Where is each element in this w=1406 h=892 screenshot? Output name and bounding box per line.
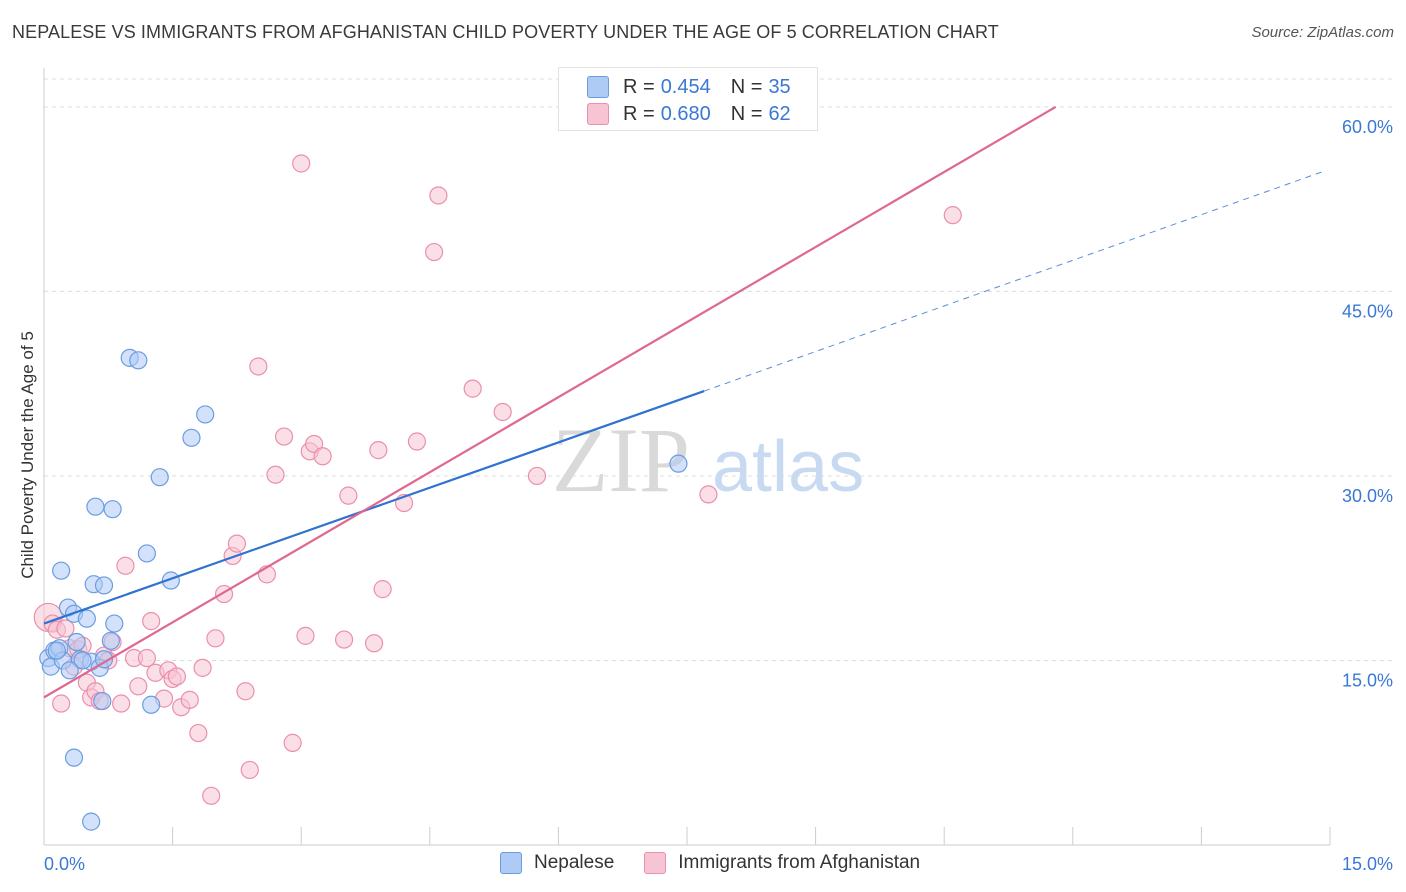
legend-r-label: R = bbox=[623, 75, 655, 98]
y-tick-label: 15.0% bbox=[1342, 670, 1393, 690]
afghan-point bbox=[236, 682, 255, 701]
nepalese-point bbox=[103, 500, 122, 519]
axes bbox=[43, 68, 1331, 846]
legend-r-label: R = bbox=[623, 102, 655, 125]
y-tick-label: 30.0% bbox=[1342, 486, 1393, 506]
afghan-point bbox=[129, 677, 148, 696]
afghan-point bbox=[369, 441, 388, 460]
nepalese-point bbox=[52, 561, 71, 580]
trend-lines bbox=[43, 105, 1322, 699]
afghan-point bbox=[202, 786, 221, 805]
afghan-point bbox=[304, 434, 324, 454]
x-tick-label-left: 0.0% bbox=[44, 854, 85, 874]
afghan-point bbox=[373, 580, 392, 599]
nepalese-point bbox=[129, 351, 148, 370]
afghan-point bbox=[527, 466, 547, 486]
afghan-point bbox=[407, 432, 427, 451]
legend-r-value: 0.454 bbox=[660, 75, 711, 98]
nepalese-point bbox=[150, 468, 169, 487]
afghan-point bbox=[313, 447, 332, 466]
afghan-point bbox=[364, 634, 384, 653]
legend-swatch-nepalese bbox=[587, 76, 609, 98]
afghan-point bbox=[189, 723, 208, 743]
series-legend-nepalese[interactable]: Nepalese bbox=[500, 852, 614, 874]
nepalese-trend-extension bbox=[703, 171, 1322, 392]
tick-labels: 15.0% 30.0% 45.0% 60.0% 0.0% 15.0% bbox=[44, 117, 1393, 874]
series-legend-afghan[interactable]: Immigrants from Afghanistan bbox=[644, 852, 920, 874]
series-swatch-nepalese bbox=[500, 852, 522, 874]
afghan-point bbox=[240, 760, 259, 780]
series-label-afghan: Immigrants from Afghanistan bbox=[678, 852, 921, 873]
afghan-point bbox=[292, 154, 311, 173]
nepalese-point bbox=[82, 812, 101, 831]
nepalese-point bbox=[47, 641, 66, 660]
afghan-point bbox=[56, 619, 75, 638]
y-axis-label: Child Poverty Under the Age of 5 bbox=[18, 331, 37, 579]
nepalese-point bbox=[196, 405, 215, 424]
afghan-point bbox=[142, 612, 161, 631]
afghan-trend-line bbox=[43, 105, 1057, 699]
afghan-point bbox=[206, 629, 225, 648]
legend-row-afghan: R = 0.680 N = 62 bbox=[587, 100, 791, 128]
legend-n-label: N = bbox=[730, 75, 763, 98]
nepalese-point bbox=[137, 544, 156, 563]
nepalese-point bbox=[86, 497, 105, 516]
nepalese-point bbox=[142, 695, 161, 714]
legend-n-label: N = bbox=[730, 102, 763, 125]
nepalese-point bbox=[73, 651, 92, 670]
afghan-point bbox=[249, 357, 268, 376]
afghan-point bbox=[334, 630, 354, 649]
correlation-legend: R = 0.454 N = 35 R = 0.680 N = 62 bbox=[558, 67, 818, 131]
nepalese-point bbox=[105, 614, 124, 633]
nepalese-point bbox=[77, 609, 96, 628]
chart-title: NEPALESE VS IMMIGRANTS FROM AFGHANISTAN … bbox=[12, 22, 999, 42]
afghan-point bbox=[274, 427, 294, 446]
afghan-point bbox=[227, 534, 246, 553]
legend-swatch-afghan bbox=[587, 103, 609, 125]
afghan-point bbox=[193, 658, 212, 677]
afghan-point bbox=[116, 556, 135, 575]
source-label: Source: ZipAtlas.com bbox=[1251, 24, 1394, 41]
y-tick-label: 45.0% bbox=[1342, 301, 1393, 321]
afghan-point bbox=[52, 694, 71, 713]
nepalese-point bbox=[93, 691, 112, 711]
afghan-point bbox=[137, 648, 156, 668]
afghan-point bbox=[296, 626, 315, 645]
watermark-zip: ZIP bbox=[552, 409, 690, 511]
nepalese-points bbox=[39, 348, 688, 831]
legend-row-nepalese: R = 0.454 N = 35 bbox=[587, 73, 791, 101]
afghan-point bbox=[943, 206, 962, 225]
afghan-point bbox=[429, 186, 448, 205]
gridlines bbox=[44, 78, 1392, 661]
afghan-point bbox=[339, 486, 358, 505]
nepalese-point bbox=[67, 632, 86, 652]
legend-n-value: 62 bbox=[768, 102, 791, 125]
afghan-point bbox=[167, 667, 186, 686]
afghan-point bbox=[699, 485, 718, 504]
nepalese-point bbox=[101, 631, 120, 650]
watermark-atlas: atlas bbox=[712, 427, 864, 507]
series-legend: Nepalese Immigrants from Afghanistan bbox=[500, 852, 950, 874]
afghan-point bbox=[463, 379, 482, 398]
afghan-point bbox=[112, 694, 131, 713]
nepalese-point bbox=[64, 748, 84, 767]
nepalese-point bbox=[94, 650, 114, 669]
nepalese-point bbox=[669, 454, 688, 473]
nepalese-point bbox=[60, 661, 79, 680]
afghan-point bbox=[493, 402, 512, 422]
series-label-nepalese: Nepalese bbox=[534, 852, 615, 873]
afghan-point bbox=[180, 690, 199, 709]
legend-r-value: 0.680 bbox=[660, 102, 711, 125]
y-tick-label: 60.0% bbox=[1342, 117, 1393, 137]
legend-n-value: 35 bbox=[768, 75, 791, 98]
afghan-point bbox=[424, 242, 444, 262]
afghan-point bbox=[266, 465, 285, 484]
nepalese-point bbox=[94, 576, 114, 595]
nepalese-point bbox=[182, 428, 201, 447]
series-swatch-afghan bbox=[644, 852, 667, 874]
nepalese-trend-line bbox=[43, 390, 705, 625]
x-tick-label-right: 15.0% bbox=[1342, 854, 1393, 874]
afghan-point bbox=[283, 733, 302, 752]
